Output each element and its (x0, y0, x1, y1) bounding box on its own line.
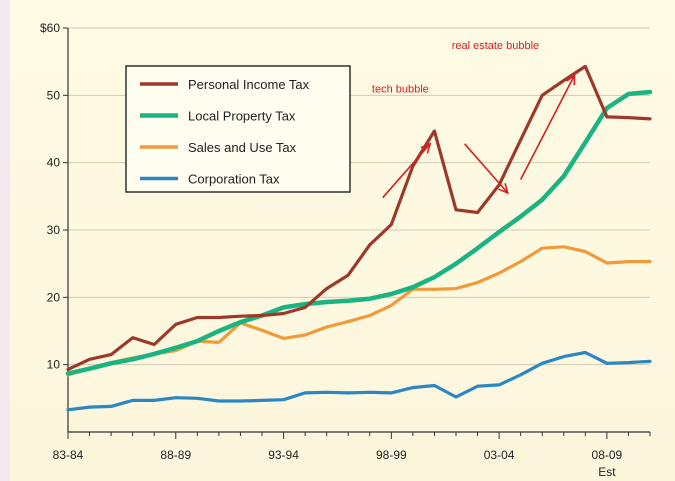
legend-label: Corporation Tax (188, 172, 280, 187)
series-line-local-property-tax (65, 89, 653, 376)
tech-bubble-up-arrow (382, 142, 432, 199)
y-tick-label: $60 (40, 21, 60, 35)
chart-frame: 10 20 30 40 50 $60 83-84 88-89 93-94 98-99 03-04 08… (10, 0, 675, 481)
line-chart: 10 20 30 40 50 $60 83-84 88-89 93-94 98-99 03-04 08… (40, 21, 653, 479)
series-line-corporation-tax (66, 350, 652, 412)
x-tick-label: 03-04 (484, 448, 515, 462)
x-tick-label: 88-89 (160, 448, 191, 462)
x-tick-label: 83-84 (53, 448, 84, 462)
y-tick-label: 20 (47, 290, 61, 304)
tech-bubble-label: tech bubble (372, 84, 429, 96)
y-tick-label: 50 (47, 88, 61, 102)
legend-label: Sales and Use Tax (188, 140, 297, 155)
series-line-personal-income-tax (66, 64, 652, 371)
series-lines (65, 64, 653, 412)
y-tick-label: 10 (47, 358, 61, 372)
legend-box (125, 65, 351, 193)
y-tick-label: 30 (47, 223, 61, 237)
legend-label: Local Property Tax (188, 109, 296, 124)
real-estate-bubble-label: real estate bubble (452, 40, 539, 52)
annotations: tech bubble real estate bubble (372, 40, 576, 199)
real-estate-bubble-arrow (519, 73, 576, 180)
x-tick-label: 08-09 (592, 448, 623, 462)
x-tick-sublabel: Est (598, 465, 616, 479)
axes: 10 20 30 40 50 $60 83-84 88-89 93-94 98-99 03-04 08… (40, 21, 651, 479)
legend-label: Personal Income Tax (188, 77, 310, 92)
x-tick-label: 98-99 (376, 448, 407, 462)
y-tick-label: 40 (47, 156, 61, 170)
legend: Personal Income Tax Local Property Tax Sal… (125, 65, 351, 193)
x-tick-label: 93-94 (268, 448, 299, 462)
tech-bubble-down-arrow (464, 143, 509, 195)
